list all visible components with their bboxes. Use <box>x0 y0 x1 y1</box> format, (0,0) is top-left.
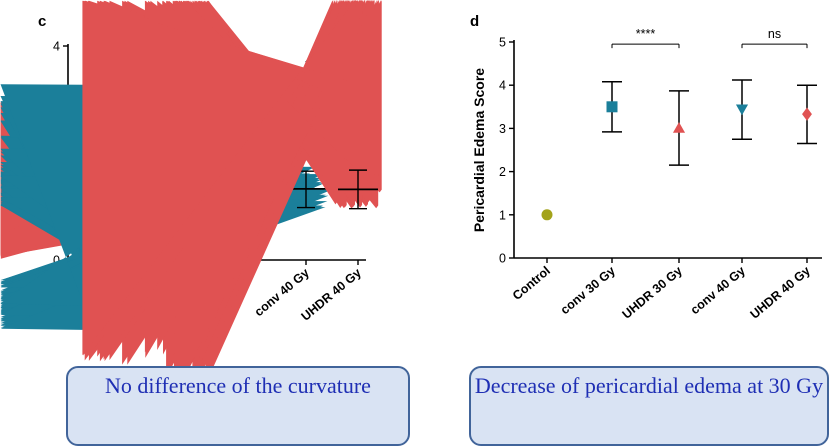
figure: cSpine curvature01234Controlconv 30 GyUH… <box>0 0 822 382</box>
data-point <box>82 0 356 356</box>
data-point <box>606 101 618 113</box>
note-left-text: No difference of the curvature <box>105 373 371 398</box>
panel-c-spine-curvature-chart: cSpine curvature01234Controlconv 30 GyUH… <box>0 0 382 382</box>
data-point <box>735 104 749 116</box>
x-tick-label: UHDR 40 Gy <box>748 264 813 322</box>
x-tick-label: conv 30 Gy <box>558 264 618 318</box>
data-point <box>672 122 686 133</box>
data-point <box>802 107 812 121</box>
note-right-text: Decrease of pericardial edema at 30 Gy <box>474 373 824 398</box>
y-axis-label: Pericardial Edema Score <box>471 68 487 232</box>
note-box-right: Decrease of pericardial edema at 30 Gy <box>469 366 829 446</box>
y-tick-label: 0 <box>53 254 60 268</box>
y-tick-label: 0 <box>499 252 506 266</box>
data-point <box>541 209 553 221</box>
significance-label: **** <box>636 27 656 41</box>
x-tick-label: conv 40 Gy <box>688 264 748 318</box>
y-tick-label: 3 <box>499 122 506 136</box>
y-tick-label: 1 <box>499 208 506 222</box>
x-tick-label: Control <box>510 264 553 303</box>
note-box-left: No difference of the curvature <box>66 366 410 446</box>
y-tick-label: 4 <box>499 79 506 93</box>
panel-label: d <box>470 13 479 30</box>
y-tick-label: 4 <box>53 40 60 54</box>
significance-label: ns <box>768 27 781 41</box>
panel-label: c <box>38 13 46 30</box>
y-tick-label: 5 <box>499 36 506 50</box>
x-tick-label: UHDR 30 Gy <box>620 264 685 322</box>
y-tick-label: 2 <box>499 165 506 179</box>
